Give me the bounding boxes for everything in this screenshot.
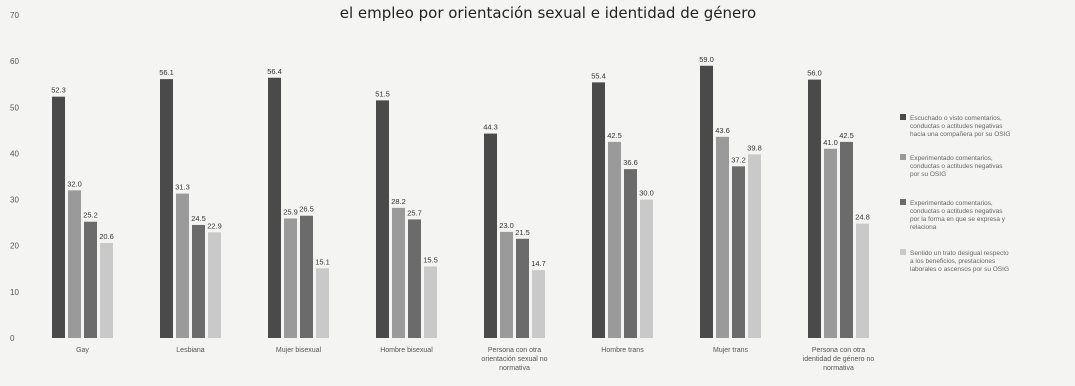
category-label: Persona con otra identidad de género no no… [803,347,875,372]
bar-value-label: 42.5 [607,131,622,140]
bar [376,100,389,338]
bar-value-label: 22.9 [207,221,222,230]
bar [592,82,605,339]
bar-value-label: 37.2 [731,155,746,164]
y-tick-label: 70 [10,11,19,20]
bar-value-label: 44.3 [483,123,498,132]
legend: Escuchado o visto comentarios, conductas … [900,114,1010,273]
bar-value-label: 24.8 [855,213,870,222]
y-tick-label: 60 [10,57,19,66]
bar [52,96,65,339]
bar-value-label: 28.2 [391,197,406,206]
legend-entry: Escuchado o visto comentarios, conductas … [910,115,1010,138]
y-tick-label: 20 [10,242,19,251]
bar [68,190,81,338]
bar-value-label: 26.5 [299,205,314,214]
bar-value-label: 23.0 [499,221,514,230]
bar [424,266,437,338]
category-label: Mujer bisexual [276,347,322,354]
bar [532,270,545,338]
legend-entry: Experimentado comentarios, conductas o ac… [910,155,1003,178]
bar-value-label: 15.1 [315,257,330,266]
bar [748,154,761,338]
bar [608,141,621,338]
chart-title: el empleo por orientación sexual e ident… [340,4,756,22]
bar-value-label: 24.5 [191,214,206,223]
bar-value-label: 56.1 [159,68,174,77]
bar [316,268,329,338]
legend-swatch [900,114,906,120]
legend-swatch [900,154,906,160]
bar-value-label: 14.7 [531,259,546,268]
y-tick-label: 10 [10,288,19,297]
y-tick-label: 50 [10,103,19,112]
bar [516,238,529,338]
bar-value-label: 56.4 [267,67,282,76]
bar-value-label: 55.4 [591,71,606,80]
bar [856,223,869,338]
bar-value-label: 25.2 [83,211,98,220]
bar [500,231,513,338]
bar [192,224,205,338]
category-label: Lesbiana [176,347,205,354]
category-labels-group: Gay Lesbiana Mujer bisexual Hombre bisexual… [76,347,874,372]
bar [208,232,221,338]
bar [160,79,173,338]
category-label: Gay [76,347,89,354]
bar [300,215,313,338]
bar [808,79,821,338]
bar [840,141,853,338]
bar-value-label: 43.6 [715,126,730,135]
bar [732,166,745,338]
bar-value-label: 42.5 [839,131,854,140]
bar [824,148,837,338]
legend-entry: Experimentado comentarios, conductas o ac… [910,200,1006,231]
category-label: Hombre trans [601,347,644,354]
bar-value-label: 25.7 [407,208,422,217]
category-label: Persona con otra orientación sexual no nor… [481,347,547,372]
bar [100,242,113,338]
category-label: Mujer trans [713,347,749,354]
bar-value-label: 41.0 [823,138,838,147]
bar [392,207,405,338]
y-axis: 0 10 20 30 40 50 60 70 [10,11,19,343]
bar-value-label: 39.8 [747,143,762,152]
bar [408,219,421,338]
bar-value-label: 20.6 [99,232,114,241]
bar [84,221,97,338]
legend-entry: Sentido un trato desigual respecto a los … [910,250,1009,273]
bar-value-label: 36.6 [623,158,638,167]
legend-swatch [900,199,906,205]
bar-value-label: 59.0 [699,55,714,64]
y-tick-label: 0 [10,334,15,343]
legend-swatch [900,249,906,255]
bar-value-label: 15.5 [423,255,438,264]
bar [700,65,713,338]
bar [176,193,189,338]
y-tick-label: 40 [10,149,19,158]
bar-value-label: 56.0 [807,69,822,78]
bar [624,169,637,338]
bar [284,218,297,338]
bar-value-label: 32.0 [67,179,82,188]
bars-group [52,65,869,339]
bar [640,199,653,338]
y-tick-label: 30 [10,196,19,205]
bar-value-label: 30.0 [639,189,654,198]
bar [716,136,729,338]
bar-value-label: 52.3 [51,86,66,95]
bar-value-label: 51.5 [375,89,390,98]
category-label: Hombre bisexual [380,347,433,354]
bar [268,77,281,339]
bar-value-label: 25.9 [283,207,298,216]
bar-labels-group: 52.3 32.0 25.2 20.6 56.1 31.3 24.522.9 56.4 25.9… [51,55,870,268]
bar-value-label: 31.3 [175,183,190,192]
bar-value-label: 21.5 [515,228,530,237]
bar [484,133,497,338]
